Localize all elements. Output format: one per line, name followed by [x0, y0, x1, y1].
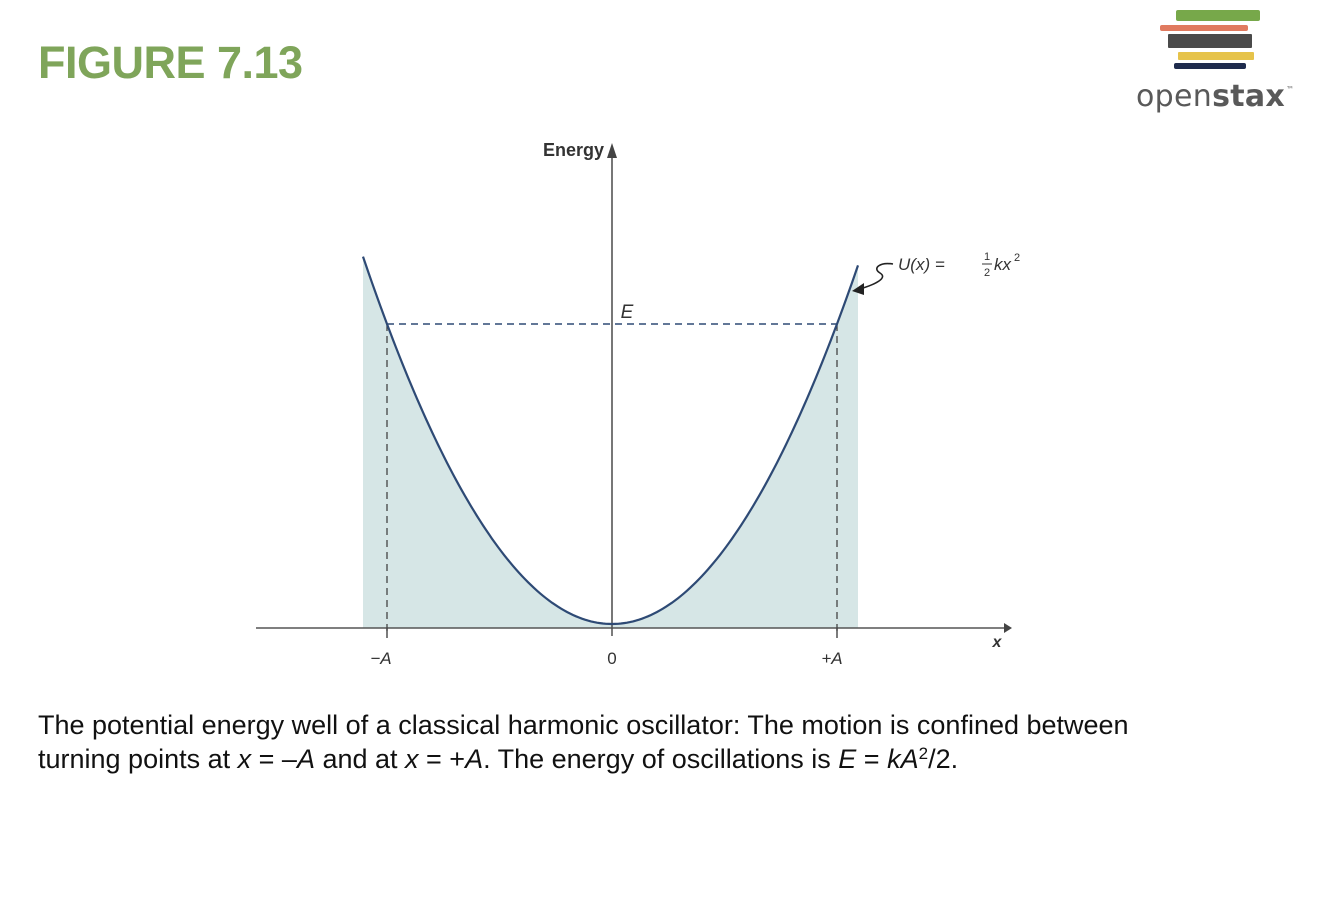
formula-rhs-exp: 2: [1014, 252, 1020, 264]
caption-var-e: E: [838, 744, 857, 774]
caption-var-x: x: [405, 744, 419, 774]
caption-line-1: The potential energy well of a classical…: [38, 710, 1129, 740]
tick-label-plus-a: +A: [821, 649, 842, 668]
caption-var-ka: kA: [887, 744, 919, 774]
potential-region-shading: [363, 256, 858, 628]
y-axis-arrow: [607, 143, 617, 158]
wordmark-open: open: [1136, 79, 1213, 114]
tick-label-minus-a: −A: [370, 649, 391, 668]
y-axis-label: Energy: [543, 140, 604, 160]
x-axis-label: x: [992, 634, 1003, 651]
tick-label-zero: 0: [607, 649, 616, 668]
caption-text: . The energy of oscillations is: [483, 744, 839, 774]
logo-stripe-orange: [1160, 25, 1248, 31]
caption-var-a: A: [465, 744, 484, 774]
formula-lhs: U(x) =: [898, 255, 945, 274]
caption-text: turning points at: [38, 744, 238, 774]
potential-curve: [361, 256, 860, 626]
energy-label: E: [621, 302, 634, 323]
curve-formula-label: U(x) = 1 2 kx 2: [898, 251, 1020, 279]
caption-var-x: x: [237, 744, 252, 774]
formula-frac-den: 2: [984, 267, 990, 279]
caption-text: =: [856, 744, 888, 774]
x-axis-arrow: [1004, 623, 1012, 633]
openstax-wordmark: openstax™: [1136, 79, 1295, 114]
logo-stripe-yellow: [1178, 52, 1254, 60]
wordmark-stax: stax: [1212, 79, 1286, 114]
openstax-logo-stripes: [1160, 10, 1260, 69]
logo-stripe-navy: [1174, 63, 1246, 69]
curve-label-pointer: [859, 262, 894, 290]
curve-label-pointer-head: [852, 283, 864, 295]
caption-superscript: 2: [918, 744, 929, 763]
caption-text: and at: [314, 744, 406, 774]
figure-caption: The potential energy well of a classical…: [38, 708, 1238, 776]
logo-stripe-green: [1176, 10, 1260, 21]
caption-text: = –: [251, 744, 297, 774]
logo-stripe-gray: [1168, 34, 1252, 48]
caption-line-2: turning points at x = –A and at x = +A. …: [38, 742, 1238, 776]
trademark-symbol: ™: [1286, 85, 1295, 94]
formula-rhs-var: kx: [994, 255, 1012, 274]
formula-frac-num: 1: [984, 251, 990, 263]
caption-text: = +: [418, 744, 466, 774]
caption-var-a: A: [296, 744, 315, 774]
caption-text: /2.: [928, 744, 959, 774]
figure-title: FIGURE 7.13: [38, 37, 303, 88]
